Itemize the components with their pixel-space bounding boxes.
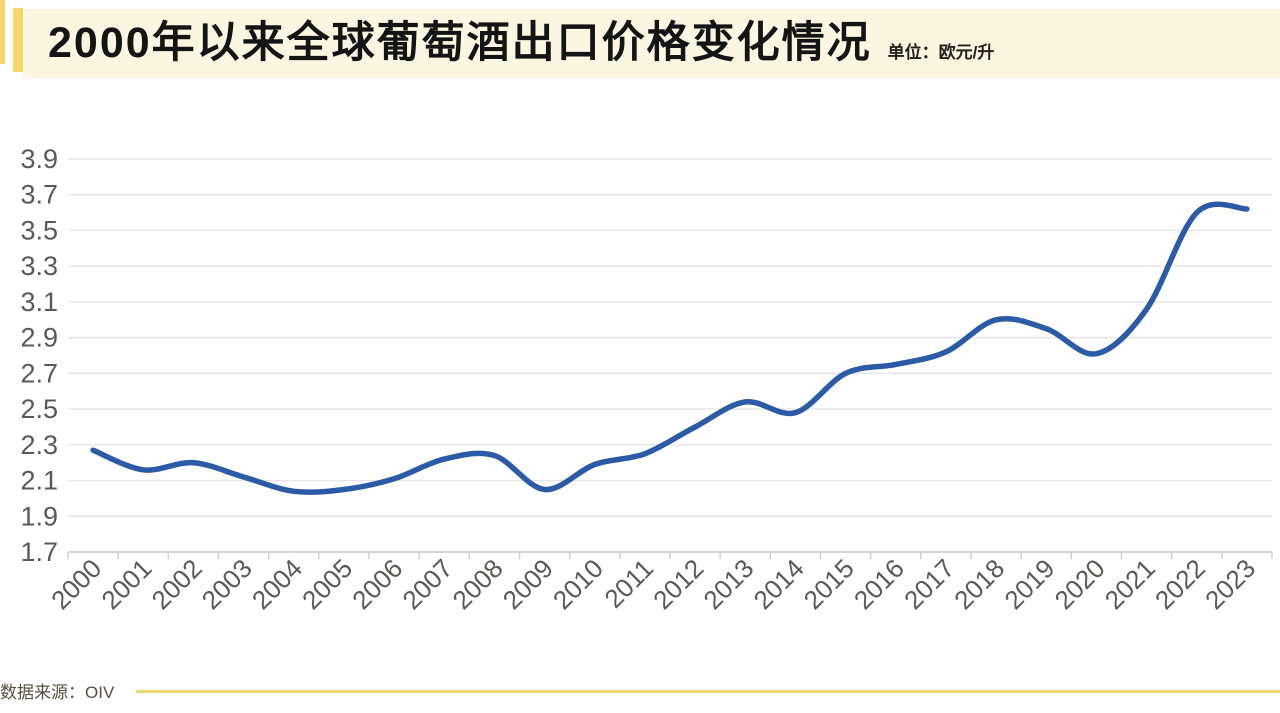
- x-axis-label: 2012: [647, 553, 709, 615]
- x-axis-label: 2005: [296, 553, 358, 615]
- y-axis-label: 2.5: [20, 394, 58, 424]
- y-axis-label: 3.9: [20, 144, 58, 174]
- y-axis-label: 1.9: [20, 501, 58, 531]
- x-axis-label: 2004: [246, 553, 308, 615]
- header-accent-bar-thick: [13, 8, 23, 72]
- x-axis-label: 2010: [547, 553, 609, 615]
- x-axis-label: 2013: [697, 553, 759, 615]
- x-axis-label: 2009: [497, 553, 559, 615]
- x-axis-label: 2014: [748, 553, 810, 615]
- x-axis-label: 2011: [598, 553, 659, 614]
- x-axis-label: 2015: [798, 553, 860, 615]
- header-band: 2000年以来全球葡萄酒出口价格变化情况 单位：欧元/升: [23, 9, 1280, 78]
- header-accent-bar-thin: [0, 0, 5, 64]
- unit-label: 单位：欧元/升: [887, 43, 995, 62]
- x-axis-label: 2016: [848, 553, 910, 615]
- x-axis-label: 2006: [346, 553, 408, 615]
- y-axis-label: 3.1: [20, 287, 58, 317]
- page-title: 2000年以来全球葡萄酒出口价格变化情况: [48, 19, 872, 67]
- y-axis-label: 2.9: [20, 323, 58, 353]
- y-axis-label: 2.3: [20, 430, 58, 460]
- x-axis-label: 2008: [447, 553, 509, 615]
- x-axis-label: 2002: [146, 553, 208, 615]
- x-axis-label: 2020: [1049, 553, 1111, 615]
- x-axis-label: 2023: [1199, 553, 1261, 615]
- x-axis-label: 2003: [196, 553, 258, 615]
- y-axis-label: 2.1: [20, 466, 58, 496]
- x-axis-label: 2017: [898, 553, 960, 615]
- y-axis-label: 1.7: [20, 537, 58, 567]
- price-line-series: [90, 201, 1250, 495]
- y-axis-label: 2.7: [20, 358, 58, 388]
- x-axis-label: 2018: [948, 553, 1010, 615]
- data-source-label: 数据来源：OIV: [0, 683, 115, 702]
- y-axis-label: 3.7: [20, 180, 58, 210]
- y-axis-label: 3.5: [20, 215, 58, 245]
- x-axis-label: 2019: [998, 553, 1060, 615]
- footer-rule: [136, 690, 1280, 693]
- x-axis-label: 2007: [396, 553, 458, 615]
- x-axis-label: 2021: [1099, 553, 1161, 615]
- y-axis-label: 3.3: [20, 251, 58, 281]
- x-axis-label: 2022: [1149, 553, 1211, 615]
- x-axis-label: 2001: [95, 553, 157, 615]
